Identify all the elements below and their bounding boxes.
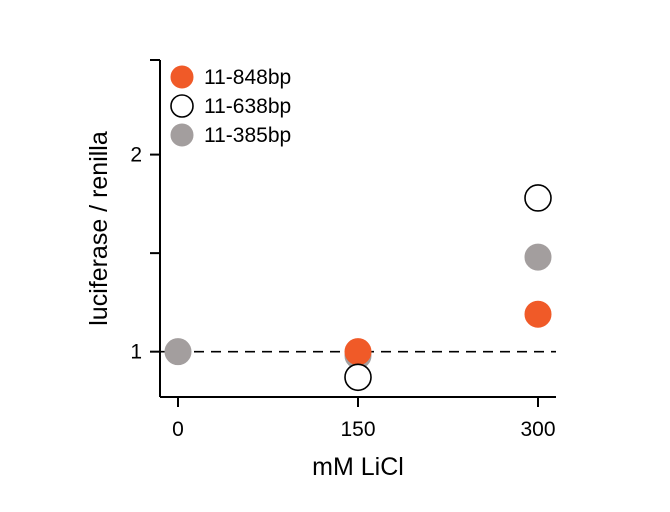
data-point-11-385bp bbox=[164, 338, 192, 366]
data-point-11-848bp bbox=[344, 338, 372, 366]
y-axis: 12 bbox=[130, 59, 161, 397]
legend-marker bbox=[170, 123, 194, 147]
y-axis-title: luciferase / renilla bbox=[85, 131, 113, 326]
data-point-11-385bp bbox=[524, 243, 552, 271]
legend-label: 11-848bp bbox=[204, 66, 291, 89]
y-tick-label: 2 bbox=[130, 144, 142, 167]
legend-label: 11-638bp bbox=[204, 95, 291, 118]
x-tick-label: 300 bbox=[520, 418, 555, 441]
legend-marker bbox=[170, 94, 194, 118]
data-point-11-638bp bbox=[524, 184, 552, 212]
y-tick-label: 1 bbox=[130, 341, 142, 364]
x-axis-title: mM LiCl bbox=[312, 453, 404, 481]
x-tick-label: 150 bbox=[340, 418, 375, 441]
x-tick-label: 0 bbox=[172, 418, 184, 441]
x-axis: 0 150 300 bbox=[160, 396, 556, 441]
legend-marker bbox=[170, 65, 194, 89]
data-point-11-848bp bbox=[524, 300, 552, 328]
data-point-11-638bp bbox=[344, 363, 372, 392]
legend: 11-848bp 11-638bp 11-385bp bbox=[170, 65, 291, 147]
data-points bbox=[164, 184, 552, 392]
legend-label: 11-385bp bbox=[204, 124, 291, 147]
